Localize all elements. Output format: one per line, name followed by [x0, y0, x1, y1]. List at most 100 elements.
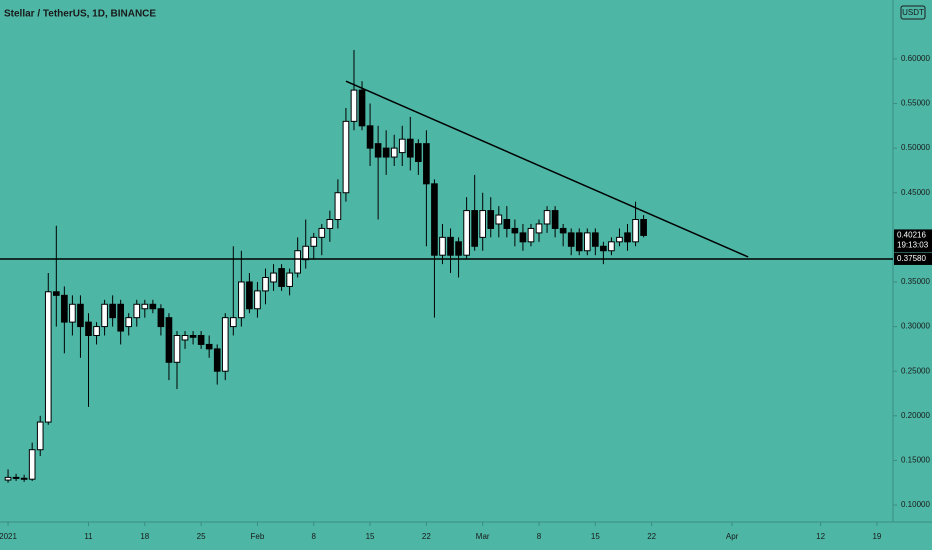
candle-body — [133, 303, 141, 319]
candle-body — [238, 281, 245, 319]
candle-body — [149, 303, 157, 310]
candle-body — [471, 210, 478, 247]
candle-body — [326, 219, 334, 229]
y-tick-label: 0.50000 — [901, 143, 930, 152]
candle-body — [310, 236, 318, 247]
candle-body — [262, 277, 269, 292]
x-tick-label: Feb — [251, 532, 265, 541]
x-tick-label: 22 — [647, 532, 656, 541]
candle-body — [495, 214, 503, 225]
x-tick-label: 8 — [537, 532, 542, 541]
support-label: 0.37580 — [897, 254, 926, 263]
candle-body — [608, 241, 615, 252]
candle-body — [221, 317, 229, 372]
candle-body — [197, 335, 205, 345]
y-tick-label: 0.55000 — [901, 99, 930, 108]
candle-body — [61, 294, 68, 323]
x-tick-label: Mar — [476, 532, 490, 541]
candle-body — [189, 335, 197, 338]
candle-body — [406, 138, 414, 158]
countdown-label: 19:13:03 — [897, 241, 929, 250]
candle-body — [342, 120, 350, 194]
candle-body — [125, 317, 133, 328]
candle-body — [487, 210, 495, 229]
candle-body — [101, 303, 108, 328]
y-tick-label: 0.35000 — [901, 277, 930, 286]
candle-body — [173, 335, 181, 363]
candle-body — [302, 245, 310, 261]
x-tick-label: 15 — [366, 532, 375, 541]
x-tick-label: 19 — [872, 532, 881, 541]
candle-body — [503, 219, 511, 229]
candle-body — [12, 476, 20, 479]
currency-label: USDT — [902, 8, 924, 17]
candle-body — [36, 421, 44, 451]
candle-body — [463, 210, 470, 256]
candle-body — [559, 227, 567, 234]
x-tick-label: 2021 — [0, 532, 17, 541]
x-tick-label: 25 — [197, 532, 206, 541]
y-tick-label: 0.60000 — [901, 54, 930, 63]
candle-body — [624, 232, 631, 243]
candle-body — [551, 210, 559, 229]
candle-body — [535, 223, 543, 234]
candle-body — [390, 147, 398, 158]
candle-body — [374, 143, 382, 158]
candle-body — [567, 232, 575, 247]
candle-body — [270, 272, 277, 283]
candle-body — [117, 303, 124, 332]
candle-body — [447, 236, 454, 256]
candle-body — [213, 348, 221, 372]
candle-body — [69, 303, 76, 323]
chart-title: Stellar / TetherUS, 1D, BINANCE — [4, 9, 156, 20]
candle-body — [415, 143, 422, 163]
candle-body — [77, 303, 84, 328]
y-tick-label: 0.15000 — [901, 456, 930, 465]
x-tick-label: Apr — [726, 532, 739, 541]
x-tick-label: 15 — [591, 532, 600, 541]
candle-body — [286, 272, 293, 287]
candle-body — [318, 227, 326, 238]
candle-body — [382, 147, 390, 158]
candle-body — [479, 210, 487, 238]
candle-body — [431, 183, 438, 256]
x-tick-label: 22 — [422, 532, 431, 541]
x-tick-label: 12 — [816, 532, 825, 541]
candle-body — [52, 291, 60, 296]
y-tick-label: 0.10000 — [901, 500, 930, 509]
candle-body — [205, 343, 213, 350]
candle-body — [632, 219, 639, 243]
candle-body — [93, 326, 100, 337]
candle-body — [85, 321, 92, 337]
x-tick-label: 8 — [312, 532, 317, 541]
candle-body — [600, 245, 607, 252]
candle-body — [640, 219, 647, 236]
candle-body — [109, 303, 116, 319]
candle-body — [350, 89, 358, 122]
candle-body — [616, 236, 623, 243]
candle-body — [229, 317, 237, 328]
candle-body — [44, 291, 52, 423]
candle-body — [254, 290, 261, 310]
candle-body — [575, 232, 583, 252]
candle-body — [592, 232, 599, 247]
trendline — [345, 80, 749, 258]
candle-body — [165, 317, 173, 363]
last-price-label: 0.40216 — [897, 231, 926, 240]
candle-body — [423, 143, 430, 185]
currency-badge[interactable] — [900, 5, 926, 20]
candle-body — [278, 268, 285, 287]
candle-body — [527, 227, 535, 243]
candle-body — [439, 236, 446, 256]
candle-body — [519, 232, 527, 243]
candle-body — [358, 89, 366, 127]
candle-body — [157, 308, 165, 328]
candle-body — [455, 241, 462, 256]
last-price-badge — [894, 229, 932, 253]
y-tick-label: 0.20000 — [901, 411, 930, 420]
x-tick-label: 18 — [140, 532, 149, 541]
candle-body — [28, 449, 36, 480]
candle-body — [141, 303, 149, 310]
